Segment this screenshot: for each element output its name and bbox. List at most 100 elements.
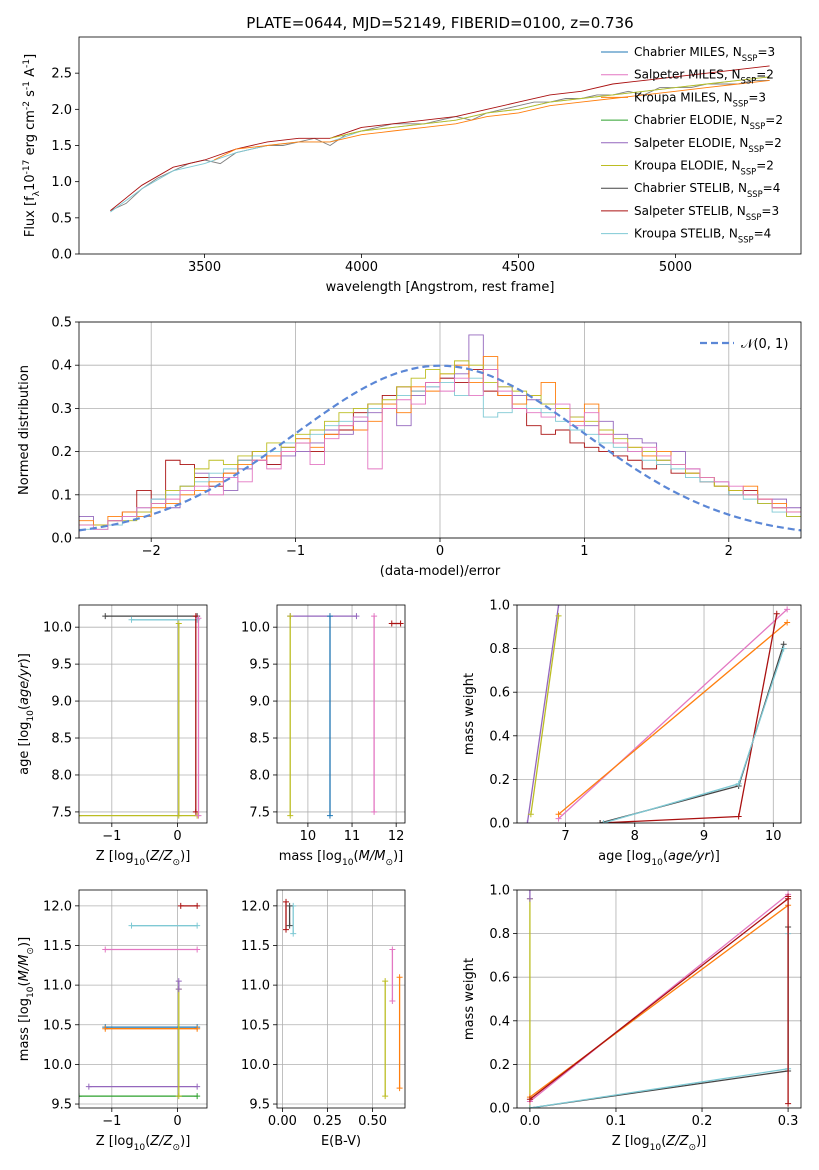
y-axis-label: age [log10(age/yr)]: [17, 653, 36, 775]
data-point: [524, 820, 531, 823]
series-line-4: [529, 898, 789, 1100]
data-point: [283, 926, 290, 933]
data-point: [784, 619, 791, 626]
plot-area: [524, 605, 791, 823]
x-tick-label: 0.1: [606, 1114, 627, 1129]
y-tick-label: 9.0: [249, 695, 270, 710]
legend-label: Salpeter STELIB, NSSP=3: [634, 204, 779, 222]
y-axis-label: mass weight: [462, 958, 477, 1040]
x-axis-label: wavelength [Angstrom, rest frame]: [326, 280, 555, 295]
series-line-2: [529, 893, 789, 1103]
y-tick-label: 0.1: [51, 488, 72, 503]
series-line-1: [530, 615, 560, 815]
hist-series-5: [79, 369, 801, 538]
data-point: [102, 613, 109, 620]
y-tick-label: 8.5: [51, 732, 72, 747]
data-point: [397, 620, 404, 627]
y-tick-label: 10.0: [43, 621, 72, 636]
x-tick-label: 0.25: [313, 1114, 342, 1129]
y-tick-label: 0.8: [489, 642, 510, 657]
x-tick-label: 10: [765, 829, 782, 844]
data-point: [396, 974, 403, 981]
data-point: [396, 1085, 403, 1092]
data-point: [194, 1083, 201, 1090]
y-tick-label: 0.0: [489, 817, 510, 832]
data-point: [175, 986, 182, 993]
data-point: [371, 808, 378, 815]
y-tick-label: 12.0: [43, 899, 72, 914]
data-point: [194, 946, 201, 953]
panel-z-vs-massweight: 0.0 0.1 0.2 0.3 0.0 0.2 0.4 0.6 0.8 1.0 Z [log10(Z…: [462, 884, 802, 1153]
y-tick-label: 7.5: [51, 805, 72, 820]
y-tick-label: 11.0: [43, 979, 72, 994]
y-tick-label: 1.5: [51, 139, 72, 154]
data-point: [382, 1093, 389, 1100]
data-point: [287, 812, 294, 819]
plot-area: [79, 613, 202, 819]
x-axis-label: (data-model)/error: [380, 564, 501, 579]
data-point: [195, 812, 202, 819]
data-point: [79, 812, 82, 819]
x-axis-label: Z [log10(Z/Z⊙)]: [612, 1134, 707, 1153]
data-point: [326, 812, 333, 819]
data-point: [195, 615, 202, 622]
data-point: [389, 997, 396, 1004]
data-point: [102, 1025, 109, 1032]
y-tick-label: 2.5: [51, 67, 72, 82]
plot-area: [287, 613, 404, 819]
data-point: [780, 645, 787, 652]
y-tick-label: 0.6: [489, 971, 510, 986]
x-tick-label: 3500: [188, 260, 221, 275]
legend-label: Salpeter ELODIE, NSSP=2: [634, 136, 782, 154]
y-tick-label: 10.5: [43, 1018, 72, 1033]
data-point: [194, 1093, 201, 1100]
x-tick-label: 2: [725, 544, 733, 559]
y-tick-label: 2.0: [51, 103, 72, 118]
data-point: [784, 606, 791, 613]
data-point: [555, 612, 562, 619]
data-point: [526, 1105, 533, 1108]
y-tick-label: 0.6: [489, 686, 510, 701]
legend-label: Salpeter MILES, NSSP=2: [634, 68, 774, 86]
legend-label: Chabrier ELODIE, NSSP=2: [634, 113, 783, 131]
series-line-3: [529, 904, 789, 1098]
panel-spectrum: 3500 4000 4500 5000 0.0 0.5 1.0 1.5 2.0 2.5 wavele…: [22, 36, 802, 295]
data-point: [128, 616, 135, 623]
data-point: [287, 613, 294, 620]
y-axis-label: mass [log10(M/M⊙)]: [17, 937, 36, 1061]
axes-frame: [516, 889, 802, 1109]
panel-age-vs-massweight: 7 8 9 10 0.0 0.2 0.4 0.6 0.8 1.0 age [log10(age/yr…: [462, 599, 802, 868]
y-tick-label: 10.5: [241, 1018, 270, 1033]
data-point: [353, 613, 360, 620]
y-tick-label: 0.3: [51, 402, 72, 417]
x-tick-label: 10: [300, 829, 317, 844]
y-tick-label: 12.0: [241, 899, 270, 914]
y-tick-label: 11.5: [43, 939, 72, 954]
y-tick-label: 9.5: [249, 658, 270, 673]
data-point: [290, 930, 297, 937]
y-tick-label: 1.0: [489, 599, 510, 614]
x-tick-label: 12: [388, 829, 405, 844]
data-point: [194, 1025, 201, 1032]
y-tick-label: 1.0: [489, 884, 510, 899]
data-point: [326, 613, 333, 620]
x-tick-label: 7: [561, 829, 569, 844]
plot-area: [79, 334, 801, 538]
x-tick-label: 9: [700, 829, 708, 844]
x-tick-label: 4500: [502, 260, 535, 275]
series-line-0: [526, 605, 560, 823]
x-tick-label: −1: [102, 1114, 121, 1129]
y-axis-label: mass weight: [462, 673, 477, 755]
x-tick-label: 11: [344, 829, 361, 844]
x-tick-label: 8: [631, 829, 639, 844]
y-tick-label: 7.5: [249, 805, 270, 820]
data-point: [526, 1096, 533, 1103]
panel-z-vs-age: −1 0 7.5 8.0 8.5 9.0 9.5 10.0 Z [log10(Z/Z⊙)] age…: [17, 604, 208, 868]
y-tick-label: 10.0: [241, 621, 270, 636]
y-tick-label: 9.5: [51, 1098, 72, 1113]
y-tick-label: 9.0: [51, 695, 72, 710]
series-line-3: [558, 621, 788, 815]
data-point: [128, 922, 135, 929]
y-tick-label: 0.5: [51, 211, 72, 226]
data-point: [526, 890, 533, 893]
